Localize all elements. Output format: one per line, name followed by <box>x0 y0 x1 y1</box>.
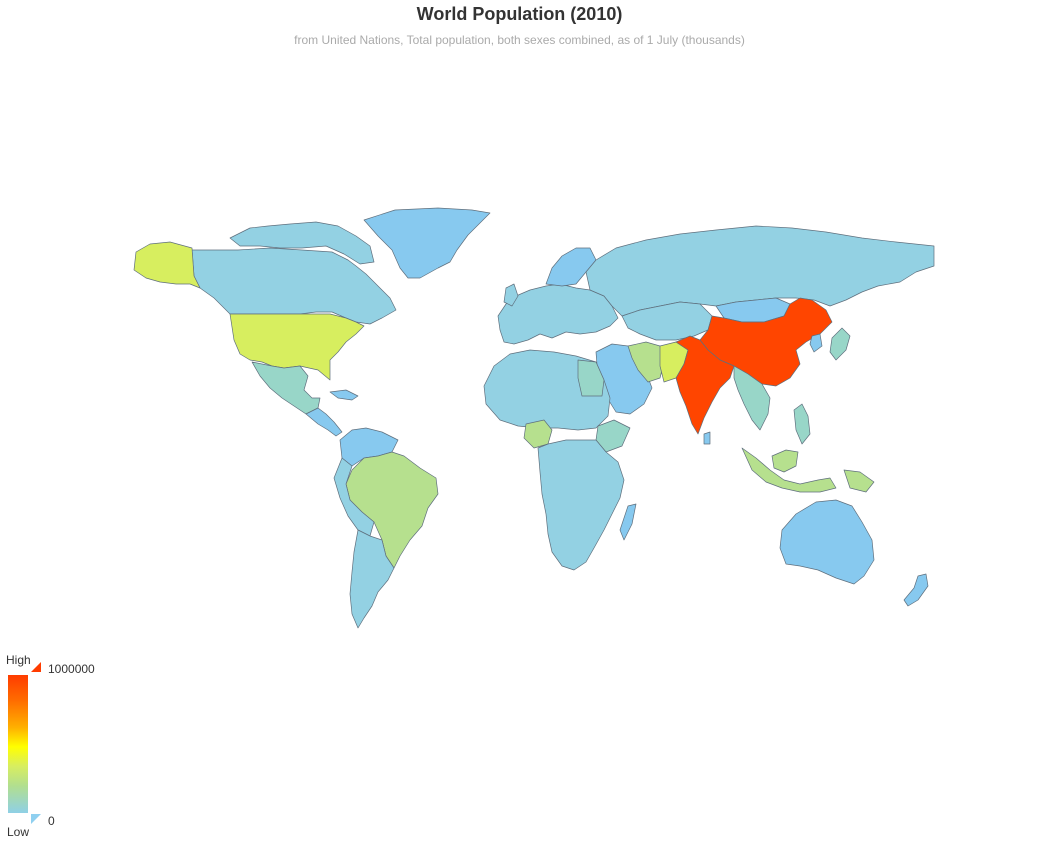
legend-max-value: 1000000 <box>48 662 95 676</box>
country-usa[interactable] <box>229 313 365 381</box>
country-indonesia[interactable] <box>741 447 837 493</box>
legend-low-label: Low <box>7 825 30 839</box>
legend-high-label: High <box>6 653 31 667</box>
country-southeast-asia[interactable] <box>733 365 771 431</box>
country-europe[interactable] <box>497 283 619 345</box>
chart-title: World Population (2010) <box>416 4 623 24</box>
legend-low-handle[interactable] <box>31 814 41 824</box>
country-madagascar[interactable] <box>619 503 637 541</box>
country-australia[interactable] <box>779 499 875 585</box>
country-philippines[interactable] <box>793 403 811 445</box>
country-iran[interactable] <box>627 341 665 383</box>
country-new-guinea[interactable] <box>843 469 875 493</box>
country-greenland[interactable] <box>363 207 491 279</box>
legend-min-value: 0 <box>48 814 55 828</box>
country-canada-islands[interactable] <box>229 221 375 265</box>
country-borneo[interactable] <box>771 449 799 473</box>
country-caribbean[interactable] <box>329 389 359 401</box>
country-scandinavia[interactable] <box>545 247 597 287</box>
chart-subtitle: from United Nations, Total population, b… <box>294 33 745 47</box>
country-central-america[interactable] <box>305 407 343 437</box>
legend-gradient-bar <box>8 675 28 813</box>
country-argentina[interactable] <box>349 529 395 629</box>
country-sri-lanka[interactable] <box>703 431 711 445</box>
country-new-zealand[interactable] <box>903 573 929 607</box>
country-india[interactable] <box>675 335 735 435</box>
legend-high-handle[interactable] <box>31 662 41 672</box>
country-korea[interactable] <box>809 333 823 353</box>
country-alaska[interactable] <box>133 241 201 289</box>
country-mexico[interactable] <box>251 361 321 415</box>
country-japan[interactable] <box>829 327 851 361</box>
country-south-africa-region[interactable] <box>537 439 625 571</box>
country-uk[interactable] <box>503 283 519 307</box>
country-peru[interactable] <box>333 457 375 537</box>
country-egypt[interactable] <box>577 359 605 397</box>
